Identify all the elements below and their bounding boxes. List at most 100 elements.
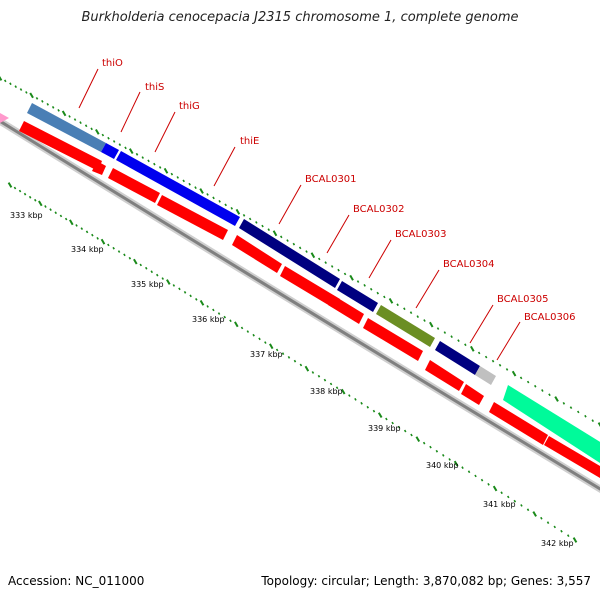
leader-line bbox=[415, 269, 440, 309]
minor-tick bbox=[280, 235, 283, 239]
minor-tick bbox=[4, 79, 7, 83]
gene-label-BCAL0306[interactable]: BCAL0306 bbox=[524, 312, 576, 323]
major-tick bbox=[7, 182, 13, 188]
gene-label-BCAL0301[interactable]: BCAL0301 bbox=[305, 174, 357, 185]
minor-tick bbox=[448, 458, 451, 461]
gene-label-BCAL0303[interactable]: BCAL0303 bbox=[395, 229, 447, 240]
minor-tick bbox=[318, 257, 321, 261]
scale-label: 340 kbp bbox=[426, 461, 459, 470]
minor-tick bbox=[356, 280, 360, 283]
cds-arrow[interactable] bbox=[157, 195, 228, 240]
major-tick bbox=[199, 188, 204, 194]
accession-text: Accession: NC_011000 bbox=[8, 574, 145, 588]
minor-tick bbox=[293, 359, 297, 363]
gene-label-BCAL0305[interactable]: BCAL0305 bbox=[497, 294, 549, 305]
minor-tick bbox=[329, 382, 333, 386]
gene-label-BCAL0304[interactable]: BCAL0304 bbox=[443, 259, 495, 270]
minor-tick bbox=[526, 380, 530, 384]
major-tick bbox=[310, 252, 316, 259]
minor-tick bbox=[396, 303, 399, 307]
minor-tick bbox=[567, 534, 570, 538]
minor-tick bbox=[59, 214, 63, 218]
gene-label-thiE[interactable]: thiE bbox=[240, 136, 259, 147]
gene-label-BCAL0302[interactable]: BCAL0302 bbox=[353, 204, 405, 215]
cds-arrow[interactable] bbox=[108, 168, 160, 203]
gene-feature-thiS[interactable] bbox=[101, 143, 119, 159]
minor-tick bbox=[80, 227, 84, 231]
leader-line bbox=[78, 68, 99, 109]
cds-arrow[interactable] bbox=[425, 360, 464, 391]
minor-tick bbox=[324, 261, 327, 265]
gene-feature-thiG[interactable] bbox=[116, 151, 240, 226]
minor-tick bbox=[560, 529, 563, 533]
cds-arrows bbox=[19, 121, 600, 478]
gene-feature-BCAL0306[interactable] bbox=[503, 385, 600, 463]
scale-labels: 333 kbp 334 kbp 335 kbp 336 kbp 337 kbp … bbox=[10, 211, 574, 548]
minor-tick bbox=[118, 143, 122, 147]
minor-tick bbox=[91, 233, 94, 237]
minor-tick bbox=[500, 491, 503, 495]
gene-feature-BCAL0303[interactable] bbox=[376, 305, 435, 347]
scale-label: 341 kbp bbox=[483, 500, 516, 509]
cds-arrow[interactable] bbox=[363, 318, 423, 361]
major-tick bbox=[532, 511, 537, 517]
minor-tick bbox=[423, 319, 426, 322]
major-tick bbox=[429, 321, 434, 328]
minor-tick bbox=[541, 389, 544, 392]
minor-tick bbox=[286, 239, 289, 242]
minor-tick bbox=[183, 290, 187, 294]
gene-features bbox=[27, 103, 600, 463]
minor-tick bbox=[44, 205, 47, 208]
gene-feature-BCAL0302[interactable] bbox=[337, 281, 378, 312]
cds-arrow[interactable] bbox=[232, 235, 282, 273]
minor-tick bbox=[230, 206, 233, 210]
scale-label: 342 kbp bbox=[541, 539, 574, 548]
minor-tick bbox=[51, 105, 55, 109]
gene-feature-BCAL0304[interactable] bbox=[435, 341, 480, 375]
minor-tick bbox=[258, 337, 261, 341]
major-tick bbox=[388, 297, 394, 304]
minor-tick bbox=[553, 525, 556, 529]
leader-line bbox=[120, 91, 141, 133]
cds-arrow[interactable] bbox=[328, 295, 364, 324]
gene-feature-BCAL0301[interactable] bbox=[239, 219, 340, 288]
cds-arrow[interactable] bbox=[19, 121, 102, 171]
minor-tick bbox=[366, 405, 369, 409]
minor-tick bbox=[577, 410, 580, 414]
gene-label-thiS[interactable]: thiS bbox=[145, 82, 164, 93]
minor-tick bbox=[176, 176, 179, 179]
gene-feature-thiO[interactable] bbox=[27, 103, 106, 152]
minor-tick bbox=[141, 156, 144, 159]
major-tick bbox=[163, 167, 169, 174]
major-tick bbox=[0, 76, 3, 81]
minor-tick bbox=[112, 246, 115, 250]
minor-tick bbox=[477, 351, 481, 355]
minor-tick bbox=[147, 159, 150, 163]
scale-label: 334 kbp bbox=[71, 245, 104, 254]
minor-tick bbox=[383, 295, 386, 299]
major-tick bbox=[166, 279, 171, 285]
minor-tick bbox=[19, 88, 23, 91]
gene-label-thiO[interactable]: thiO bbox=[102, 58, 123, 69]
major-tick bbox=[69, 219, 74, 226]
cds-arrow[interactable] bbox=[461, 384, 484, 405]
minor-tick bbox=[212, 196, 215, 200]
minor-tick bbox=[519, 376, 523, 380]
minor-tick bbox=[317, 374, 321, 378]
cds-arrow[interactable] bbox=[280, 266, 340, 309]
cds-arrow[interactable] bbox=[489, 402, 548, 445]
gene-feature-BCAL0305[interactable] bbox=[475, 366, 496, 385]
minor-tick bbox=[467, 470, 471, 474]
cds-arrow[interactable] bbox=[544, 436, 600, 478]
cds-arrow[interactable] bbox=[92, 161, 106, 175]
major-tick bbox=[95, 128, 100, 135]
minor-tick bbox=[41, 99, 44, 103]
minor-tick bbox=[79, 121, 82, 124]
leader-line bbox=[496, 321, 521, 361]
gene-label-thiG[interactable]: thiG bbox=[179, 101, 200, 112]
minor-tick bbox=[534, 384, 537, 388]
minor-tick bbox=[189, 294, 192, 298]
minor-tick bbox=[178, 287, 181, 291]
minor-tick bbox=[255, 221, 258, 224]
